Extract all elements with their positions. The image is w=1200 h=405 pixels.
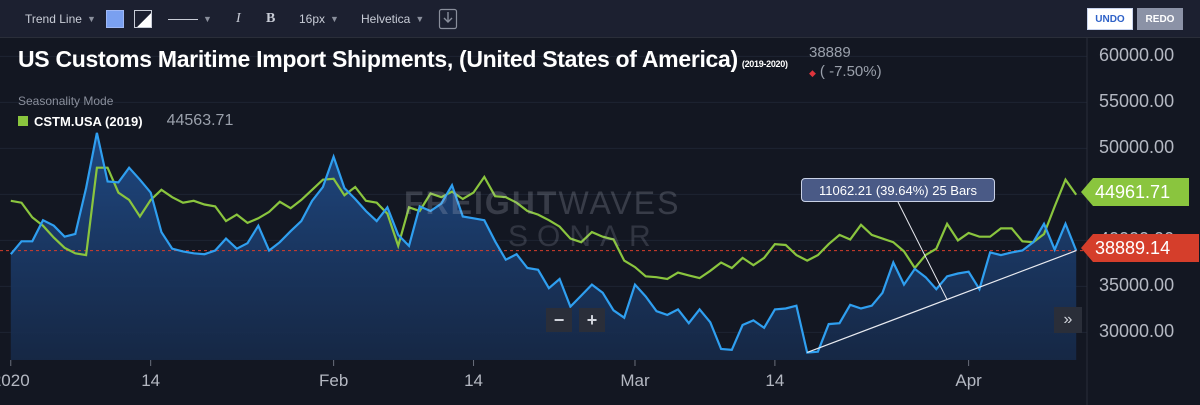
series-2019-line bbox=[10, 166, 1078, 281]
x-tick-label: 14 bbox=[765, 371, 785, 390]
legend-swatch bbox=[18, 116, 28, 126]
legend-value: 44563.71 bbox=[166, 112, 234, 129]
series-2020-area bbox=[10, 132, 1077, 360]
watermark-product: SONAR bbox=[508, 220, 660, 253]
line-color-button[interactable] bbox=[106, 0, 124, 38]
current-value-tag-2020: 38889.14 bbox=[1081, 234, 1199, 262]
legend-name: CSTM.USA (2019) bbox=[34, 113, 143, 129]
redo-button[interactable]: REDO bbox=[1137, 8, 1183, 30]
watermark-logo: FREIGHTWAVES bbox=[404, 185, 681, 221]
current-value-tag-2019: 44961.71 bbox=[1081, 178, 1189, 206]
scroll-to-latest-button[interactable]: » bbox=[1054, 307, 1082, 333]
drawing-toolbar: Trend Line ▼ ▼ I B 16px ▼ Helvetica ▼ UN… bbox=[0, 0, 1200, 38]
chart-title: US Customs Maritime Import Shipments, (U… bbox=[18, 46, 788, 73]
italic-button[interactable]: I bbox=[236, 11, 241, 26]
change-value: ( -7.50%) bbox=[819, 63, 882, 80]
chevron-down-icon: ▼ bbox=[203, 14, 212, 24]
font-family-select[interactable]: Helvetica ▼ bbox=[361, 0, 424, 38]
chevron-down-icon: ▼ bbox=[415, 14, 425, 24]
zoom-in-button[interactable]: + bbox=[579, 308, 605, 332]
x-tick-label: Apr bbox=[955, 371, 982, 390]
fill-swatch-icon bbox=[134, 10, 152, 28]
trend-line[interactable] bbox=[806, 250, 1077, 353]
drawing-tool-label: Trend Line bbox=[25, 12, 82, 26]
font-family-label: Helvetica bbox=[361, 12, 411, 26]
y-tick-label: 30000.00 bbox=[1099, 321, 1175, 342]
x-axis bbox=[10, 360, 970, 366]
legend-item-2019[interactable]: CSTM.USA (2019) 44563.71 bbox=[18, 112, 233, 130]
fill-color-button[interactable] bbox=[134, 0, 152, 38]
seasonality-mode-label: Seasonality Mode bbox=[18, 94, 114, 108]
bold-button[interactable]: B bbox=[266, 11, 276, 26]
chart-title-years: (2019-2020) bbox=[741, 59, 788, 69]
drawing-tool-select[interactable]: Trend Line ▼ bbox=[25, 0, 96, 38]
plus-icon: + bbox=[586, 309, 598, 330]
x-tick-label: 14 bbox=[141, 371, 161, 390]
y-tick-label: 35000.00 bbox=[1099, 275, 1175, 296]
line-style-icon bbox=[168, 18, 198, 20]
download-button[interactable] bbox=[438, 0, 458, 38]
x-tick-label: Mar bbox=[620, 371, 650, 390]
down-arrow-icon: ◆ bbox=[809, 68, 816, 78]
color-swatch-icon bbox=[106, 10, 124, 28]
y-tick-label: 60000.00 bbox=[1099, 45, 1175, 66]
y-tick-label: 50000.00 bbox=[1099, 137, 1175, 158]
series-2020-line bbox=[9, 132, 1078, 354]
double-chevron-right-icon: » bbox=[1063, 311, 1073, 328]
measure-label[interactable]: 11062.21 (39.64%) 25 Bars bbox=[801, 178, 995, 202]
chevron-down-icon: ▼ bbox=[330, 14, 339, 24]
font-size-label: 16px bbox=[299, 12, 326, 26]
download-icon bbox=[438, 8, 458, 30]
last-value: 38889 bbox=[809, 44, 851, 61]
x-tick-label: 2020 bbox=[0, 371, 30, 390]
y-tick-label: 55000.00 bbox=[1099, 91, 1175, 112]
measure-pointer bbox=[897, 201, 948, 300]
x-tick-label: 14 bbox=[464, 371, 483, 390]
chart-title-text: US Customs Maritime Import Shipments, (U… bbox=[18, 46, 738, 72]
change-readout: ◆( -7.50%) bbox=[809, 63, 882, 80]
minus-icon: − bbox=[553, 309, 565, 330]
chart-canvas[interactable] bbox=[0, 38, 1200, 405]
font-size-select[interactable]: 16px ▼ bbox=[299, 0, 339, 38]
chevron-down-icon: ▼ bbox=[86, 14, 96, 24]
zoom-out-button[interactable]: − bbox=[546, 308, 572, 332]
x-tick-label: Feb bbox=[318, 371, 349, 390]
line-style-select[interactable]: ▼ bbox=[168, 0, 212, 38]
undo-button[interactable]: UNDO bbox=[1087, 8, 1133, 30]
